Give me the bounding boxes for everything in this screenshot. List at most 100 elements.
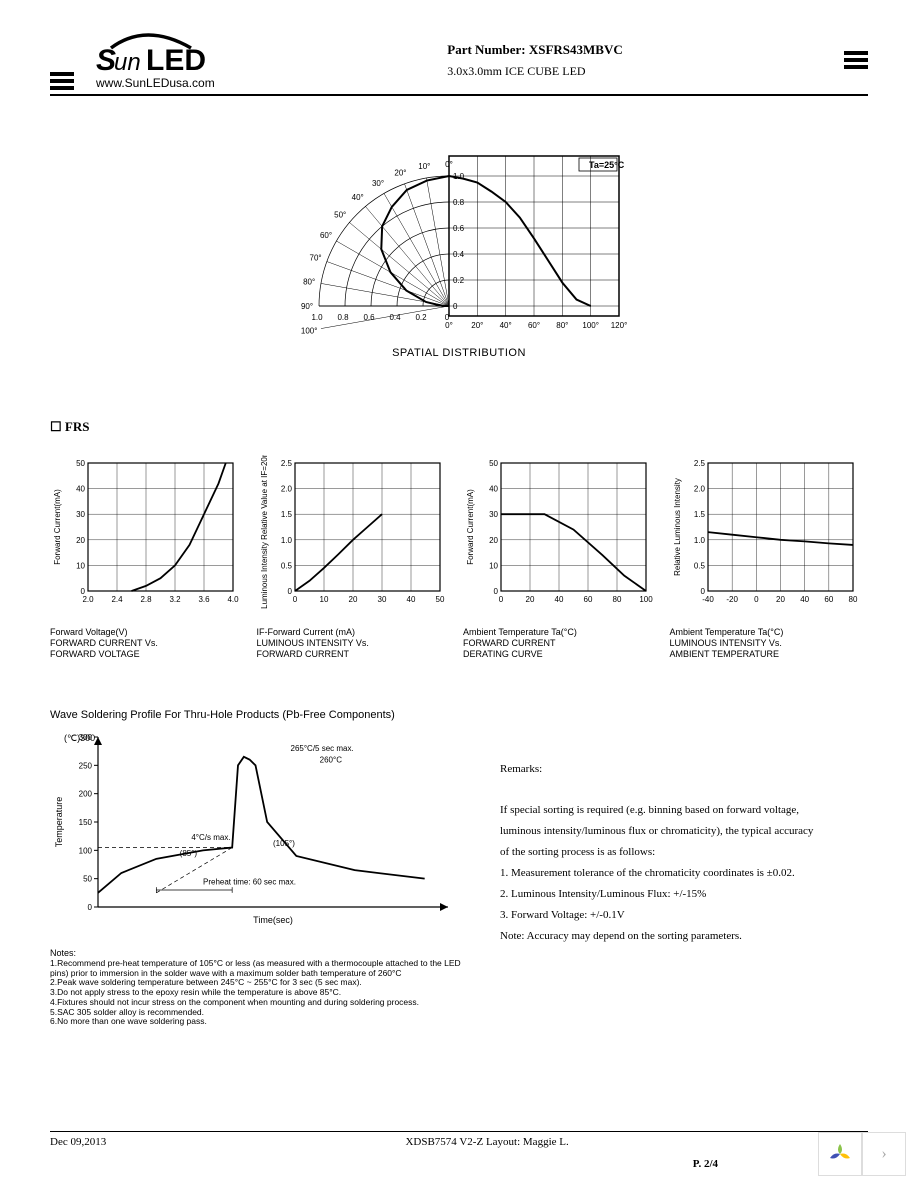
page-footer: Dec 09,2013 XDSB7574 V2-Z Layout: Maggie… [50,1131,868,1148]
svg-text:Time(sec): Time(sec) [253,915,293,925]
remark-item: 3. Forward Voltage: +/-0.1V [500,905,868,926]
svg-text:1.5: 1.5 [280,510,292,519]
svg-text:0.2: 0.2 [453,276,465,285]
svg-text:(105°): (105°) [273,839,295,848]
remarks-block: Remarks: If special sorting is required … [500,709,868,1027]
svg-text:30: 30 [76,510,85,519]
svg-text:4.0: 4.0 [227,595,239,604]
svg-text:0: 0 [292,595,297,604]
svg-text:Ta=25°C: Ta=25°C [589,160,625,170]
svg-text:0: 0 [287,587,292,596]
svg-text:30: 30 [377,595,386,604]
footer-date: Dec 09,2013 [50,1136,106,1148]
remarks-heading: Remarks: [500,759,868,780]
svg-text:0: 0 [700,587,705,596]
svg-text:2.0: 2.0 [280,485,292,494]
svg-text:50: 50 [435,595,444,604]
svg-text:0.5: 0.5 [693,561,705,570]
part-number: XSFRS43MBVC [529,42,623,57]
page-number: P. 2/4 [693,1158,718,1170]
svg-text:80: 80 [613,595,622,604]
svg-text:2.5: 2.5 [693,459,705,468]
svg-text:265°C/5 sec max.: 265°C/5 sec max. [291,745,354,754]
svg-text:0.8: 0.8 [453,198,465,207]
chart-caption: Ambient Temperature Ta(°C)FORWARD CURREN… [463,627,662,659]
frs-section-label: ☐ FRS [50,419,868,435]
svg-text:40: 40 [555,595,564,604]
svg-text:2.8: 2.8 [140,595,152,604]
svg-text:0: 0 [494,587,499,596]
svg-text:40: 40 [489,485,498,494]
svg-text:90°: 90° [301,302,313,311]
svg-text:10°: 10° [418,162,430,171]
svg-text:1.5: 1.5 [693,510,705,519]
svg-text:20: 20 [489,536,498,545]
svg-text:10: 10 [76,561,85,570]
svg-text:-20: -20 [726,595,738,604]
chart-0: 2.02.42.83.23.64.001020304050Forward Cur… [50,455,249,659]
svg-text:260°C: 260°C [320,756,343,765]
svg-text:3.6: 3.6 [198,595,210,604]
page-header: S un LED www.SunLEDusa.com Part Number: … [50,30,868,96]
remark-item: luminous intensity/luminous flux or chro… [500,821,868,842]
menu-icon-right[interactable] [844,51,868,69]
remark-item: of the sorting process is as follows: [500,842,868,863]
svg-text:S: S [96,44,116,76]
svg-text:1.0: 1.0 [311,313,323,322]
nav-next-icon[interactable]: › [862,1132,906,1176]
remark-item: 2. Luminous Intensity/Luminous Flux: +/-… [500,884,868,905]
svg-text:10: 10 [489,561,498,570]
remark-item: Note: Accuracy may depend on the sorting… [500,926,868,947]
svg-text:120°: 120° [611,321,628,330]
svg-text:50°: 50° [334,211,346,220]
svg-text:Luminous Intensity Relative Va: Luminous Intensity Relative Value at IF=… [260,455,269,609]
svg-text:80°: 80° [556,321,568,330]
svg-text:2.0: 2.0 [82,595,94,604]
svg-text:100: 100 [79,847,93,856]
part-label: Part Number: [447,42,525,57]
spatial-title: SPATIAL DISTRIBUTION [289,347,629,359]
svg-text:0: 0 [754,595,759,604]
svg-text:1.0: 1.0 [693,536,705,545]
svg-text:10: 10 [319,595,328,604]
svg-text:20: 20 [776,595,785,604]
svg-text:20°: 20° [471,321,483,330]
svg-text:0.5: 0.5 [280,561,292,570]
product-subtitle: 3.0x3.0mm ICE CUBE LED [447,64,623,79]
svg-text:3.2: 3.2 [169,595,181,604]
solder-profile-block: Wave Soldering Profile For Thru-Hole Pro… [50,709,470,1027]
svg-text:0: 0 [88,903,93,912]
svg-text:250: 250 [79,762,93,771]
svg-text:60: 60 [824,595,833,604]
svg-text:40°: 40° [352,193,364,202]
solder-title: Wave Soldering Profile For Thru-Hole Pro… [50,709,470,721]
characteristic-charts-row: 2.02.42.83.23.64.001020304050Forward Cur… [50,455,868,659]
nav-logo-icon[interactable] [818,1132,862,1176]
chart-caption: Ambient Temperature Ta(°C)LUMINOUS INTEN… [670,627,869,659]
menu-icon[interactable] [50,72,74,90]
svg-text:60: 60 [584,595,593,604]
svg-text:0.8: 0.8 [337,313,349,322]
svg-text:0.6: 0.6 [453,224,465,233]
svg-text:20: 20 [526,595,535,604]
svg-text:0.4: 0.4 [389,313,401,322]
svg-text:50: 50 [83,875,92,884]
svg-text:-40: -40 [702,595,714,604]
svg-text:Forward Current(mA): Forward Current(mA) [466,489,475,565]
logo: S un LED www.SunLEDusa.com [96,30,246,90]
svg-text:80: 80 [848,595,857,604]
svg-text:100: 100 [639,595,653,604]
svg-text:1.0: 1.0 [280,536,292,545]
svg-text:0°: 0° [445,321,453,330]
svg-text:2.5: 2.5 [280,459,292,468]
svg-text:0.4: 0.4 [453,250,465,259]
chart-2: 02040608010001020304050Forward Current(m… [463,455,662,659]
page-nav-thumb: › [818,1132,906,1176]
svg-text:4°C/s max.: 4°C/s max. [191,834,230,843]
svg-text:40: 40 [800,595,809,604]
svg-text:40: 40 [406,595,415,604]
svg-text:100°: 100° [582,321,599,330]
svg-text:70°: 70° [310,253,322,262]
remark-item: 1. Measurement tolerance of the chromati… [500,863,868,884]
svg-text:200: 200 [79,790,93,799]
